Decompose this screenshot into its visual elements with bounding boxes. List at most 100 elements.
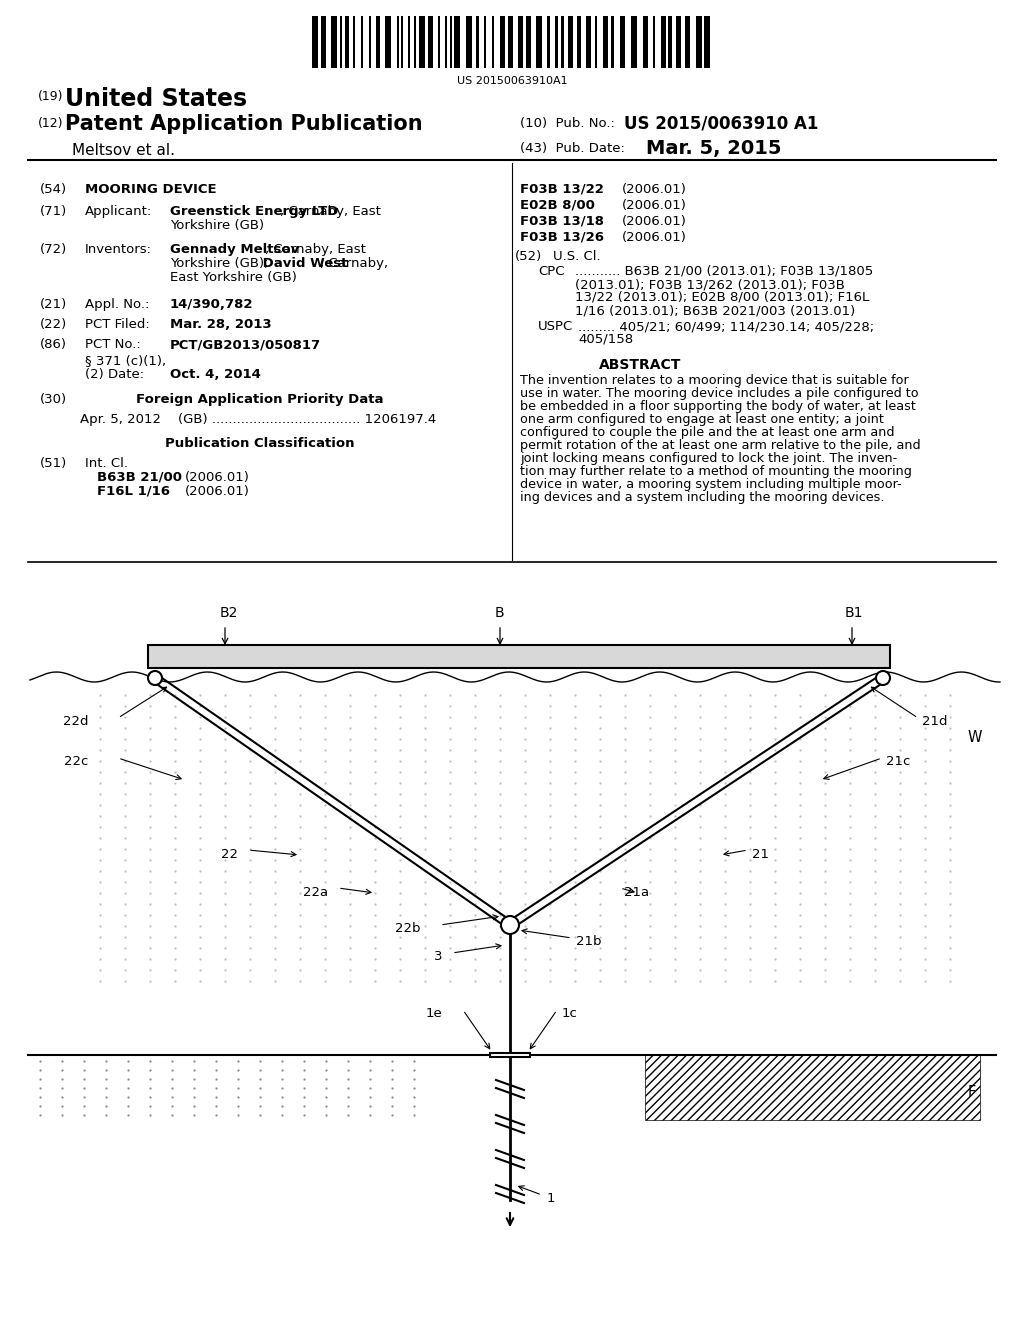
Bar bbox=[492, 16, 494, 69]
Text: ing devices and a system including the mooring devices.: ing devices and a system including the m… bbox=[520, 491, 885, 504]
Text: , Carnaby, East: , Carnaby, East bbox=[265, 243, 366, 256]
Text: Applicant:: Applicant: bbox=[85, 205, 153, 218]
Bar bbox=[369, 16, 371, 69]
Text: (54): (54) bbox=[40, 183, 68, 195]
Text: F03B 13/22: F03B 13/22 bbox=[520, 183, 604, 195]
Text: 22a: 22a bbox=[303, 886, 328, 899]
Bar bbox=[331, 16, 337, 69]
Text: 22c: 22c bbox=[63, 755, 88, 768]
Text: Yorkshire (GB): Yorkshire (GB) bbox=[170, 219, 264, 232]
Text: Mar. 28, 2013: Mar. 28, 2013 bbox=[170, 318, 271, 331]
Text: United States: United States bbox=[65, 87, 247, 111]
Text: (71): (71) bbox=[40, 205, 68, 218]
Text: B2: B2 bbox=[220, 606, 239, 620]
Text: (22): (22) bbox=[40, 318, 68, 331]
Text: Greenstick Energy LTD: Greenstick Energy LTD bbox=[170, 205, 338, 218]
Bar bbox=[148, 645, 890, 668]
Text: one arm configured to engage at least one entity; a joint: one arm configured to engage at least on… bbox=[520, 413, 884, 426]
Text: 3: 3 bbox=[433, 950, 442, 964]
Bar bbox=[676, 16, 681, 69]
Bar bbox=[376, 16, 380, 69]
Text: (2006.01): (2006.01) bbox=[185, 484, 250, 498]
Bar bbox=[484, 16, 486, 69]
Text: David West: David West bbox=[258, 257, 347, 271]
Text: 13/22 (2013.01); E02B 8/00 (2013.01); F16L: 13/22 (2013.01); E02B 8/00 (2013.01); F1… bbox=[575, 290, 869, 304]
Text: (19): (19) bbox=[38, 90, 63, 103]
Text: Oct. 4, 2014: Oct. 4, 2014 bbox=[170, 368, 261, 381]
Text: 1c: 1c bbox=[562, 1007, 578, 1020]
Bar bbox=[526, 16, 531, 69]
Text: Patent Application Publication: Patent Application Publication bbox=[65, 114, 423, 135]
Bar bbox=[696, 16, 702, 69]
Text: 22d: 22d bbox=[62, 715, 88, 729]
Text: (10)  Pub. No.:: (10) Pub. No.: bbox=[520, 117, 614, 129]
Text: The invention relates to a mooring device that is suitable for: The invention relates to a mooring devic… bbox=[520, 374, 908, 387]
Bar bbox=[408, 16, 410, 69]
Text: § 371 (c)(1),: § 371 (c)(1), bbox=[85, 354, 166, 367]
Bar bbox=[561, 16, 564, 69]
Text: tion may further relate to a method of mounting the mooring: tion may further relate to a method of m… bbox=[520, 465, 912, 478]
Text: Int. Cl.: Int. Cl. bbox=[85, 457, 128, 470]
Text: 21d: 21d bbox=[922, 715, 947, 729]
Text: (21): (21) bbox=[40, 298, 68, 312]
Bar bbox=[361, 16, 362, 69]
Text: 1/16 (2013.01); B63B 2021/003 (2013.01): 1/16 (2013.01); B63B 2021/003 (2013.01) bbox=[575, 304, 855, 317]
Bar bbox=[547, 16, 550, 69]
Text: F03B 13/26: F03B 13/26 bbox=[520, 231, 604, 244]
Text: (2006.01): (2006.01) bbox=[622, 199, 687, 213]
Text: Apr. 5, 2012    (GB) .................................... 1206197.4: Apr. 5, 2012 (GB) ......................… bbox=[80, 413, 436, 426]
Text: (30): (30) bbox=[40, 393, 68, 407]
Text: , Carnaby,: , Carnaby, bbox=[319, 257, 388, 271]
Bar bbox=[586, 16, 591, 69]
Text: Yorkshire (GB);: Yorkshire (GB); bbox=[170, 257, 268, 271]
Bar bbox=[397, 16, 399, 69]
Text: Publication Classification: Publication Classification bbox=[165, 437, 354, 450]
Text: ......... 405/21; 60/499; 114/230.14; 405/228;: ......... 405/21; 60/499; 114/230.14; 40… bbox=[578, 319, 874, 333]
Text: (43)  Pub. Date:: (43) Pub. Date: bbox=[520, 143, 625, 154]
Text: 14/390,782: 14/390,782 bbox=[170, 298, 254, 312]
Text: (72): (72) bbox=[40, 243, 68, 256]
Text: 1: 1 bbox=[547, 1192, 555, 1205]
Bar bbox=[536, 16, 542, 69]
Bar bbox=[438, 16, 440, 69]
Bar bbox=[595, 16, 597, 69]
Text: 22: 22 bbox=[221, 847, 238, 861]
Text: PCT No.:: PCT No.: bbox=[85, 338, 140, 351]
Text: Foreign Application Priority Data: Foreign Application Priority Data bbox=[136, 393, 384, 407]
Text: E02B 8/00: E02B 8/00 bbox=[520, 199, 595, 213]
Text: F03B 13/18: F03B 13/18 bbox=[520, 215, 604, 228]
Text: (51): (51) bbox=[40, 457, 68, 470]
Bar bbox=[705, 16, 710, 69]
Text: 405/158: 405/158 bbox=[578, 333, 633, 346]
Text: (2) Date:: (2) Date: bbox=[85, 368, 144, 381]
Bar bbox=[662, 16, 666, 69]
Text: Gennady Meltsov: Gennady Meltsov bbox=[170, 243, 299, 256]
Text: US 20150063910A1: US 20150063910A1 bbox=[457, 77, 567, 86]
Bar bbox=[445, 16, 447, 69]
Text: , Carnaby, East: , Carnaby, East bbox=[280, 205, 381, 218]
Text: (2006.01): (2006.01) bbox=[622, 231, 687, 244]
Text: PCT Filed:: PCT Filed: bbox=[85, 318, 150, 331]
Text: 21c: 21c bbox=[886, 755, 910, 768]
Text: U.S. Cl.: U.S. Cl. bbox=[553, 249, 601, 263]
Bar bbox=[603, 16, 608, 69]
Text: (2006.01): (2006.01) bbox=[622, 215, 687, 228]
Text: B1: B1 bbox=[845, 606, 863, 620]
Bar bbox=[340, 16, 342, 69]
Circle shape bbox=[876, 671, 890, 685]
Text: F16L 1/16: F16L 1/16 bbox=[97, 484, 170, 498]
Circle shape bbox=[148, 671, 162, 685]
Text: Mar. 5, 2015: Mar. 5, 2015 bbox=[646, 139, 781, 158]
Bar bbox=[611, 16, 614, 69]
Bar bbox=[321, 16, 326, 69]
Bar bbox=[620, 16, 625, 69]
Text: PCT/GB2013/050817: PCT/GB2013/050817 bbox=[170, 338, 322, 351]
Bar bbox=[414, 16, 416, 69]
Bar bbox=[353, 16, 355, 69]
Bar bbox=[401, 16, 403, 69]
Text: joint locking means configured to lock the joint. The inven-: joint locking means configured to lock t… bbox=[520, 451, 897, 465]
Circle shape bbox=[501, 916, 519, 935]
Text: device in water, a mooring system including multiple moor-: device in water, a mooring system includ… bbox=[520, 478, 901, 491]
Text: (2013.01); F03B 13/262 (2013.01); F03B: (2013.01); F03B 13/262 (2013.01); F03B bbox=[575, 279, 845, 290]
Bar bbox=[518, 16, 523, 69]
